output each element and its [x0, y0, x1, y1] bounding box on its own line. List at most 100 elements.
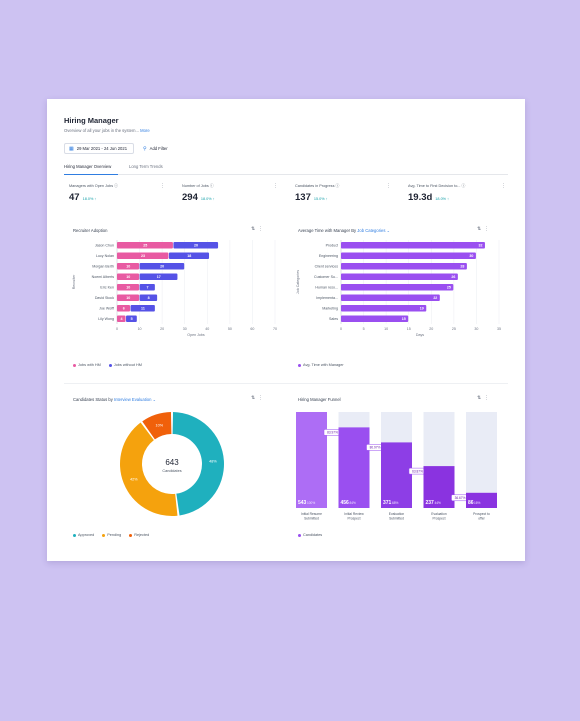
funnel-percent: 16% [474, 501, 481, 505]
bar-data-label: 10 [126, 296, 130, 300]
kpi-change: 18.0% ↑ [200, 197, 215, 201]
legend-swatch-purple [298, 363, 301, 367]
kpi-label: Candidates in Progress ⓘ [295, 184, 340, 188]
y-axis-title: Job Categories [296, 270, 300, 294]
y-tick-label: Marketing [322, 307, 338, 311]
info-icon: ⓘ [114, 184, 118, 188]
recruiter-adoption-chart: 0 10 20 30 40 50 60 70 Open Jobs Recruiter Jason C… [72, 240, 277, 337]
bar [341, 304, 427, 312]
bar [117, 273, 140, 281]
legend-approved: Approved [73, 533, 94, 537]
kpi-label: Managers with Open Jobs ⓘ [69, 184, 118, 188]
funnel-bar [381, 442, 412, 508]
legend-avg-time: Avg. Time with Manager [298, 363, 344, 367]
interview-evaluation-dropdown[interactable]: Interview Evaluation ⌄ [113, 397, 157, 402]
x-tick-label: 0 [340, 327, 342, 331]
candidates-status-title: Candidates Status by Interview Evaluatio… [73, 397, 157, 402]
x-tick-label: 20 [160, 327, 164, 331]
bar [341, 283, 454, 291]
conversion-label: 83.97% [327, 431, 338, 435]
calendar-icon: ▦ [69, 145, 74, 152]
active-tab-indicator [64, 173, 118, 175]
bar-data-label: 28 [460, 265, 464, 269]
page-title: Hiring Manager [64, 116, 119, 125]
tab-hiring-manager-overview[interactable]: Hiring Manager Overview [64, 164, 112, 169]
legend-pending: Pending [102, 533, 121, 537]
y-tick-label: Product [326, 244, 338, 248]
hiring-funnel-title: Hiring Manager Funnel [298, 397, 341, 402]
bar-data-label: 8 [148, 296, 150, 300]
recruiter-adoption-title: Recruiter Adoption [73, 228, 108, 233]
funnel-percent: 84% [350, 501, 357, 505]
funnel-stage-label: Prospect to [473, 512, 490, 516]
tab-long-term-trends[interactable]: Long Term Trends [129, 164, 163, 169]
funnel-stage-label: offer [478, 517, 485, 521]
legend-swatch-pink [73, 363, 76, 367]
more-options-icon[interactable]: ⋮ [483, 226, 489, 232]
x-axis-title: Days [416, 333, 424, 337]
legend-swatch-teal [73, 533, 76, 537]
kpi-change: 15.0% ↑ [313, 197, 328, 201]
bar-data-label: 25 [143, 244, 147, 248]
funnel-stage-label: Initial Review [344, 512, 364, 516]
add-filter-label: Add Filter [149, 146, 168, 151]
kpi-menu-icon[interactable]: ⋮ [273, 183, 278, 189]
bar-data-label: 11 [141, 307, 145, 311]
bar [173, 241, 219, 249]
funnel-percent: 68% [392, 501, 399, 505]
funnel-value: 456 [341, 500, 350, 506]
status-panel-actions: ⇅ ⋮ [251, 395, 263, 401]
bar [117, 262, 140, 270]
x-tick-label: 20 [429, 327, 433, 331]
funnel-panel-actions: ⇅ ⋮ [477, 395, 489, 401]
bar [126, 315, 137, 323]
more-link[interactable]: More [140, 128, 150, 133]
kpi-value: 47 [69, 192, 80, 203]
avg-time-chart: 0 5 10 15 20 25 30 35 Days Job Categories Product 3… [296, 240, 501, 337]
donut-slice [119, 422, 178, 516]
funnel-stage-label: Prospect [432, 517, 445, 521]
more-options-icon[interactable]: ⋮ [483, 395, 489, 401]
info-icon: ⓘ [335, 184, 340, 188]
x-tick-label: 40 [205, 327, 209, 331]
legend-candidates: Candidates [298, 533, 322, 537]
bar [168, 252, 210, 260]
more-options-icon[interactable]: ⋮ [257, 226, 263, 232]
bar [139, 283, 155, 291]
funnel-percent: 100% [307, 501, 315, 505]
legend-jobs-without-hm: Jobs without HM [108, 363, 142, 367]
funnel-bar [338, 427, 370, 508]
avgtime-panel-actions: ⇅ ⋮ [477, 226, 489, 232]
bar [117, 304, 131, 312]
info-icon: ⓘ [461, 184, 466, 188]
sort-icon[interactable]: ⇅ [251, 226, 256, 232]
sort-icon[interactable]: ⇅ [251, 395, 256, 401]
bar [139, 262, 185, 270]
sort-icon[interactable]: ⇅ [477, 226, 482, 232]
more-options-icon[interactable]: ⋮ [257, 395, 263, 401]
bar [117, 241, 173, 249]
avg-time-title: Average Time with Manager By Job Categor… [298, 228, 391, 233]
kpi-label: Number of Jobs ⓘ [182, 184, 214, 188]
bar-data-label: 10 [126, 265, 130, 269]
bar-data-label: 7 [146, 286, 148, 290]
funnel-value: 543 [298, 500, 307, 506]
kpi-value: 137 [295, 192, 311, 203]
kpi-menu-icon[interactable]: ⋮ [160, 183, 165, 189]
add-filter-button[interactable]: ⚲ Add Filter [139, 143, 175, 154]
kpi-menu-icon[interactable]: ⋮ [386, 183, 391, 189]
y-tick-label: Morgan Berth [92, 265, 114, 269]
job-categories-dropdown[interactable]: Job Categories ⌄ [357, 228, 391, 233]
sort-icon[interactable]: ⇅ [477, 395, 482, 401]
slice-label: 48% [209, 460, 217, 464]
kpi-menu-icon[interactable]: ⋮ [501, 183, 506, 189]
funnel-stage-label: Evaluation [389, 512, 405, 516]
y-tick-label: Lucy Nolan [96, 254, 114, 258]
kpi-number-of-jobs: Number of Jobs ⓘ 294 18.0% ↑ [182, 184, 277, 203]
bar-data-label: 25 [447, 286, 451, 290]
status-legend: Approved Pending Rejected [73, 533, 149, 537]
bar-data-label: 26 [451, 275, 455, 279]
funnel-value: 237 [426, 500, 435, 506]
date-range-picker[interactable]: ▦ 29 Mar 2021 - 24 Jun 2021 [64, 143, 134, 154]
y-tick-label: Implementa... [316, 296, 338, 300]
